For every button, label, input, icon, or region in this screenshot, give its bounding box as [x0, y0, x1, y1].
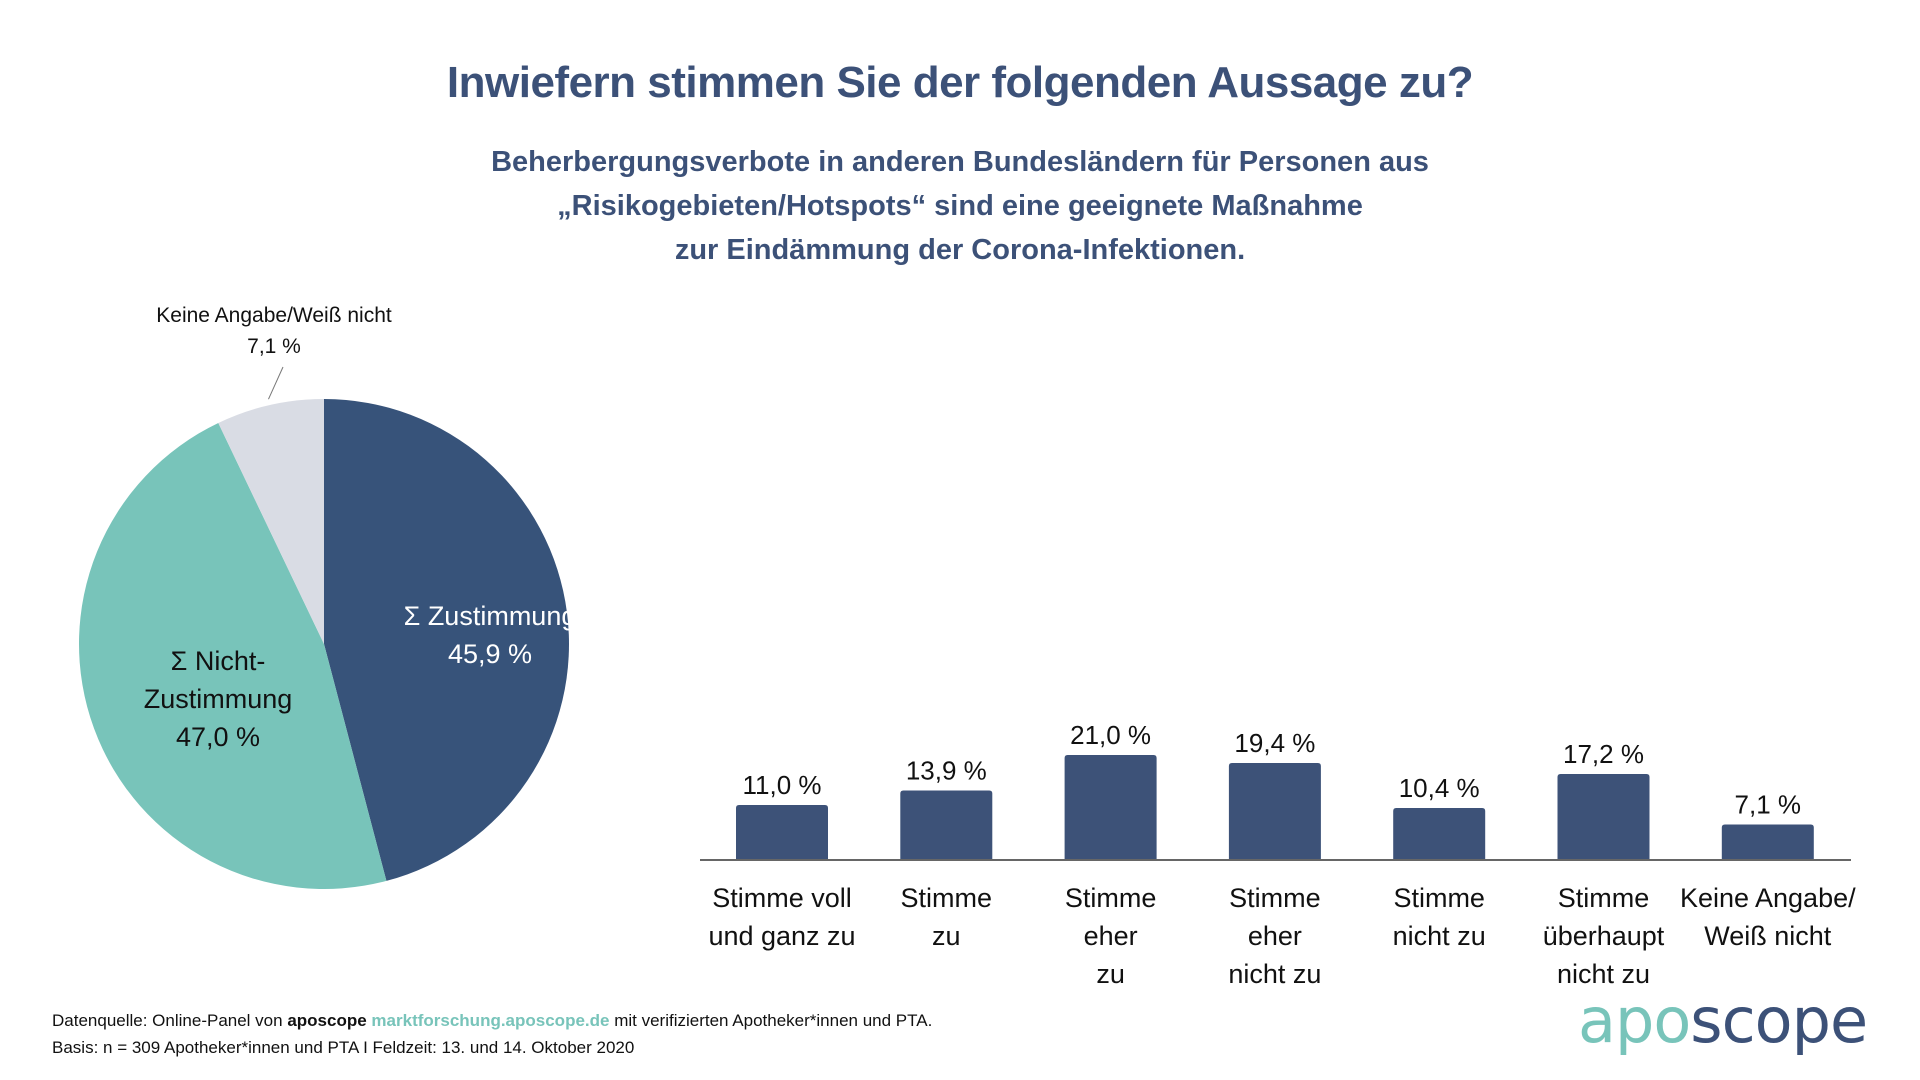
pie-chart: Σ Zustimmung 45,9 % Σ Nicht- Zustimmung 47,0…: [79, 304, 576, 889]
footer-brand: aposcope: [287, 1011, 367, 1030]
subtitle-line: zur Eindämmung der Corona-Infektionen.: [674, 234, 1246, 266]
bar-value-label: 19,4 %: [1234, 728, 1315, 758]
bar-category-label: Stimme: [1229, 883, 1321, 913]
bar-category-label: Stimme: [901, 883, 993, 913]
pie-slice-label: Zustimmung: [144, 684, 293, 714]
bar-category-label: und ganz zu: [708, 921, 855, 951]
subtitle-line: „Risikogebieten/Hotspots“ sind eine geei…: [557, 190, 1363, 222]
bar-category-label: Stimme: [1558, 883, 1650, 913]
pie-slice-label: Σ Zustimmung: [404, 601, 577, 631]
aposcope-logo: aposcope: [1578, 984, 1868, 1057]
bar: [1228, 763, 1321, 860]
footer-link[interactable]: marktforschung.aposcope.de: [371, 1011, 610, 1030]
bar-category-label: zu: [932, 921, 961, 951]
bar-category-label: nicht zu: [1228, 959, 1321, 989]
bar-category-label: Stimme: [1065, 883, 1157, 913]
bar: [1064, 755, 1157, 860]
pie-slice-label: Keine Angabe/Weiß nicht: [156, 304, 392, 327]
pie-slice: [218, 399, 324, 644]
bar-value-label: 21,0 %: [1070, 720, 1151, 750]
logo-part-scope: scope: [1690, 984, 1868, 1057]
footer-basis-line: Basis: n = 309 Apotheker*innen und PTA I…: [52, 1038, 635, 1057]
pie-slice: [79, 422, 387, 889]
bar-category-label: Weiß nicht: [1704, 921, 1832, 951]
bar-value-label: 10,4 %: [1399, 773, 1480, 803]
page-subtitle: Beherbergungsverbote in anderen Bundeslä…: [0, 140, 1920, 272]
footer-source-suffix: mit verifizierten Apotheker*innen und PT…: [609, 1011, 933, 1030]
bar: [1557, 774, 1650, 860]
bar-category-label: zu: [1096, 959, 1125, 989]
pie-slice-label: 7,1 %: [247, 335, 301, 358]
bar-category-label: Stimme voll: [712, 883, 852, 913]
bar: [900, 790, 993, 860]
bar-chart: 11,0 % Stimme voll und ganz zu 13,9 % Stimme…: [700, 720, 1856, 989]
bar-category-label: eher: [1248, 921, 1302, 951]
pie-slice-label: 47,0 %: [176, 722, 260, 752]
bar-category-label: nicht zu: [1393, 921, 1486, 951]
bar-category-label: eher: [1084, 921, 1138, 951]
bar-value-label: 7,1 %: [1735, 790, 1802, 820]
footer: Datenquelle: Online-Panel von aposcope m…: [52, 1007, 932, 1061]
bar-value-label: 17,2 %: [1563, 739, 1644, 769]
bar-category-label: nicht zu: [1557, 959, 1650, 989]
footer-source-line: Datenquelle: Online-Panel von aposcope m…: [52, 1007, 932, 1034]
subtitle-line: Beherbergungsverbote in anderen Bundeslä…: [491, 146, 1429, 178]
bar-value-label: 13,9 %: [906, 756, 987, 786]
bar: [736, 805, 828, 860]
pie-slice-label: Σ Nicht-: [171, 646, 266, 676]
pie-slice: [324, 399, 569, 881]
bar-category-label: Keine Angabe/: [1680, 883, 1856, 913]
footer-source-prefix: Datenquelle: Online-Panel von: [52, 1011, 288, 1030]
page-title: Inwiefern stimmen Sie der folgenden Auss…: [446, 58, 1474, 107]
logo-part-apo: apo: [1578, 984, 1691, 1057]
bar: [1393, 808, 1486, 860]
pie-leader-line: [268, 366, 284, 400]
bar-category-label: überhaupt: [1543, 921, 1665, 951]
bar-value-label: 11,0 %: [742, 770, 821, 800]
pie-slice-label: 45,9 %: [448, 639, 532, 669]
bar-category-label: Stimme: [1393, 883, 1485, 913]
bar: [1721, 824, 1814, 860]
